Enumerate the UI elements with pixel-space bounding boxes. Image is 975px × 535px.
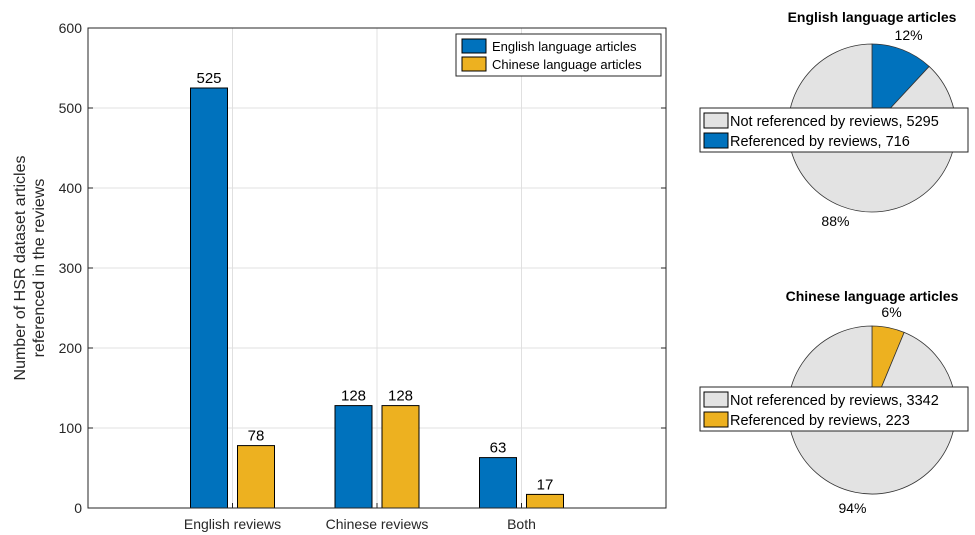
pie-legend-separator: , (898, 114, 906, 130)
pie-legend-name: Referenced by reviews (730, 134, 878, 150)
bar-value-label: 525 (196, 70, 221, 87)
bar-value-label: 128 (341, 388, 366, 405)
bar-english-0 (190, 87, 228, 509)
pie-legend-count: 5295 (907, 114, 939, 130)
legend-entry: English language articles (492, 39, 637, 54)
bar-chinese-1 (381, 405, 420, 509)
pie-percent-label: 88% (821, 213, 849, 229)
pie-legend-count: 3342 (907, 393, 939, 409)
legend-box (455, 33, 662, 77)
pie-title: Chinese language articles (786, 288, 959, 304)
pie-legend-entry: Referenced by reviews, 716 (730, 134, 910, 150)
bar-chinese-0 (237, 445, 275, 509)
y-axis-label: Number of HSR dataset articles referenced… (12, 156, 48, 381)
pie-legend-entry: Not referenced by reviews, 5295 (730, 114, 939, 130)
pie-legend-name: Not referenced by reviews (730, 114, 898, 130)
bar-value-label: 17 (537, 476, 554, 493)
x-tick-label: Both (507, 516, 536, 532)
pie-legend-count: 716 (886, 134, 910, 150)
legend-swatch (461, 38, 487, 54)
pie-legend-swatch (703, 411, 729, 428)
pie-legend-name: Not referenced by reviews (730, 393, 898, 409)
y-tick-label: 400 (59, 180, 83, 196)
pie-legend-separator: , (878, 134, 886, 150)
bar-value-label: 63 (490, 440, 507, 457)
pie-percent-label: 94% (838, 500, 866, 516)
bar-chart: 525 128 63 78 128 17 0 100 200 300 400 500 600 Englis… (12, 20, 667, 532)
y-tick-label: 200 (59, 340, 83, 356)
pie-title: English language articles (788, 9, 957, 25)
y-tick-label: 0 (74, 500, 82, 516)
y-axis-label-line: referenced in the reviews (31, 179, 48, 358)
y-tick-label: 300 (59, 260, 83, 276)
bar-english-2 (479, 457, 517, 509)
x-tick-label: Chinese reviews (326, 516, 429, 532)
pie-legend-name: Referenced by reviews (730, 413, 878, 429)
pie-legend-swatch (703, 391, 729, 408)
bar-value-label: 128 (388, 388, 413, 405)
pie-legend-entry: Referenced by reviews, 223 (730, 413, 910, 429)
pie-percent-label: 12% (895, 27, 923, 43)
x-tick-label: English reviews (184, 516, 281, 532)
pie-legend-box (699, 386, 969, 432)
y-tick-label: 100 (59, 420, 83, 436)
y-tick-label: 600 (59, 20, 83, 36)
pie-legend-separator: , (878, 413, 886, 429)
pie-percent-label: 6% (881, 304, 901, 320)
bar-english-1 (334, 405, 373, 509)
pie-legend-separator: , (898, 393, 906, 409)
y-axis-label-line: Number of HSR dataset articles (12, 156, 29, 381)
pie-legend-swatch (703, 132, 729, 149)
y-tick-label: 500 (59, 100, 83, 116)
bar-chinese-2 (526, 493, 564, 509)
pie-legend-entry: Not referenced by reviews, 3342 (730, 393, 939, 409)
pie-slice-referenced (871, 43, 930, 130)
bar-value-label: 78 (248, 428, 265, 445)
pie-legend-swatch (703, 112, 729, 129)
pie-legend-box (699, 107, 969, 153)
legend-entry: Chinese language articles (492, 57, 642, 72)
legend-swatch (461, 56, 487, 72)
pie-legend-count: 223 (886, 413, 910, 429)
pie-chart-english-articles: English language articles 12% 88% Not refer… (699, 9, 969, 229)
